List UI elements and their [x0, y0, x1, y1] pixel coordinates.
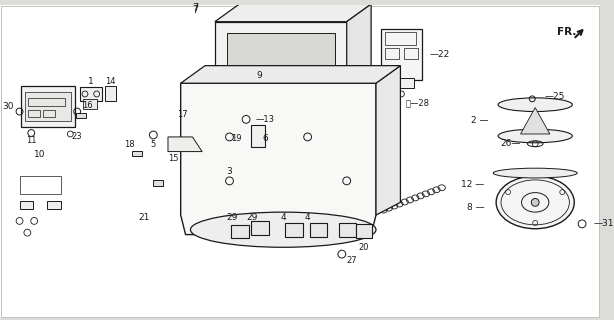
- Ellipse shape: [190, 212, 376, 247]
- Ellipse shape: [498, 98, 572, 112]
- Circle shape: [531, 198, 539, 206]
- Bar: [405, 48, 418, 59]
- Bar: [215, 22, 347, 108]
- Bar: [76, 113, 86, 118]
- Bar: [251, 221, 268, 235]
- Bar: [309, 223, 327, 236]
- Text: —31: —31: [594, 219, 614, 228]
- Polygon shape: [215, 4, 371, 22]
- Polygon shape: [347, 4, 371, 108]
- Polygon shape: [168, 137, 202, 152]
- Bar: [80, 87, 101, 101]
- Text: —13: —13: [256, 115, 275, 124]
- Text: 19: 19: [231, 134, 241, 143]
- Bar: [231, 225, 249, 238]
- Bar: [385, 32, 416, 45]
- Polygon shape: [521, 108, 550, 134]
- Bar: [251, 125, 265, 147]
- Text: 4: 4: [305, 212, 311, 221]
- Text: 10: 10: [34, 150, 46, 159]
- Bar: [154, 180, 163, 186]
- Text: 26—: 26—: [500, 139, 521, 148]
- Bar: [47, 201, 61, 209]
- Text: ⥤—28: ⥤—28: [405, 98, 429, 107]
- Text: FR.: FR.: [557, 28, 576, 37]
- Text: —25: —25: [545, 92, 565, 101]
- Text: 29: 29: [246, 212, 258, 221]
- Bar: [385, 48, 400, 59]
- Bar: [25, 92, 71, 121]
- Bar: [20, 201, 33, 209]
- Text: 8 —: 8 —: [467, 203, 484, 212]
- Ellipse shape: [493, 168, 577, 178]
- Bar: [43, 109, 55, 117]
- Text: 3: 3: [227, 167, 232, 176]
- Bar: [357, 224, 372, 237]
- Text: 23: 23: [72, 132, 82, 141]
- Text: —24: —24: [313, 31, 333, 40]
- Bar: [227, 33, 335, 96]
- Bar: [83, 99, 96, 108]
- Bar: [28, 98, 66, 106]
- Text: 16: 16: [82, 101, 92, 110]
- Text: 17: 17: [177, 110, 188, 119]
- Text: 18: 18: [123, 140, 134, 149]
- Text: 4: 4: [281, 212, 286, 221]
- Bar: [28, 109, 40, 117]
- Text: 14: 14: [105, 77, 115, 86]
- Text: 5: 5: [150, 140, 156, 149]
- Bar: [381, 29, 422, 80]
- Text: —22: —22: [430, 50, 450, 60]
- Ellipse shape: [496, 176, 574, 229]
- Text: 27: 27: [346, 256, 357, 266]
- Text: 29: 29: [227, 212, 238, 221]
- Text: 15: 15: [168, 154, 178, 163]
- Text: 21: 21: [139, 212, 150, 221]
- Text: 30: 30: [2, 102, 14, 111]
- Text: 20: 20: [358, 243, 368, 252]
- Ellipse shape: [498, 129, 572, 143]
- Bar: [132, 151, 142, 156]
- Text: 6: 6: [263, 134, 268, 143]
- Text: 7: 7: [192, 3, 198, 13]
- Text: 11: 11: [26, 136, 36, 145]
- Polygon shape: [181, 83, 376, 235]
- Bar: [285, 223, 303, 236]
- Text: 1: 1: [88, 77, 94, 86]
- Text: 7: 7: [192, 5, 198, 15]
- FancyBboxPatch shape: [8, 164, 72, 205]
- Bar: [104, 86, 116, 101]
- Polygon shape: [181, 66, 400, 83]
- Polygon shape: [376, 66, 400, 215]
- Bar: [339, 223, 357, 236]
- Text: 9: 9: [256, 71, 262, 80]
- Bar: [21, 86, 75, 127]
- Bar: [389, 78, 414, 88]
- Text: 2 —: 2 —: [471, 116, 488, 125]
- Bar: [20, 176, 61, 194]
- Text: 12 —: 12 —: [461, 180, 484, 189]
